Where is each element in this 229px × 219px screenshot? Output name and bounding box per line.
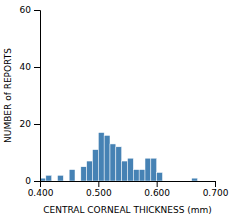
bar xyxy=(151,158,157,181)
y-tick: 0 xyxy=(25,176,40,186)
bar xyxy=(93,150,99,181)
bar xyxy=(58,175,64,181)
bar xyxy=(203,181,209,182)
bar xyxy=(110,144,116,181)
y-tick: 40 xyxy=(20,62,40,72)
plot-area: 0.400 0.500 0.600 0.700 0 20 40 60 xyxy=(20,5,229,198)
bar xyxy=(168,181,174,182)
tick-mark xyxy=(34,181,40,182)
bar xyxy=(128,158,134,181)
tick-mark xyxy=(157,181,158,187)
tick-mark xyxy=(34,10,40,11)
y-tick: 20 xyxy=(20,119,40,129)
tick-mark xyxy=(34,67,40,68)
tick-label: 0.500 xyxy=(86,188,112,198)
bar xyxy=(198,181,204,182)
bar xyxy=(122,161,128,181)
bar xyxy=(104,135,110,181)
tick-label: 20 xyxy=(20,119,32,129)
bar xyxy=(133,170,139,181)
x-tick: 0.600 xyxy=(144,181,170,198)
bar xyxy=(186,181,192,182)
bar xyxy=(46,175,52,181)
bar xyxy=(75,181,81,182)
bars xyxy=(40,133,198,181)
tick-mark xyxy=(215,181,216,187)
bar xyxy=(139,170,145,181)
bar xyxy=(174,181,180,182)
bar xyxy=(145,158,151,181)
tick-mark xyxy=(98,181,99,187)
x-tick: 0.500 xyxy=(86,181,112,198)
bar xyxy=(192,178,198,181)
bar xyxy=(81,167,87,181)
x-tick: 0.400 xyxy=(28,181,54,198)
bar xyxy=(52,181,58,182)
tick-label: 40 xyxy=(20,62,32,72)
tick-label: 0.600 xyxy=(144,188,170,198)
y-axis-title: NUMBER of REPORTS xyxy=(3,48,13,143)
bar xyxy=(63,181,69,182)
y-tick: 60 xyxy=(20,5,40,15)
bar xyxy=(98,133,104,181)
bar xyxy=(180,181,186,182)
x-tick: 0.700 xyxy=(203,181,229,198)
chart: 0.400 0.500 0.600 0.700 0 20 40 60 CENTRAL CORNE… xyxy=(0,0,229,219)
axis-line xyxy=(41,182,216,188)
axis-line xyxy=(34,11,41,182)
bar xyxy=(209,181,215,182)
tick-label: 0.400 xyxy=(28,188,54,198)
x-axis: 0.400 0.500 0.600 0.700 xyxy=(28,181,229,198)
bar xyxy=(157,172,163,181)
tick-label: 60 xyxy=(20,5,32,15)
y-axis: 0 20 40 60 xyxy=(20,5,41,186)
tick-label: 0 xyxy=(25,176,31,186)
bar xyxy=(163,181,169,182)
x-axis-title: CENTRAL CORNEAL THICKNESS (mm) xyxy=(43,205,212,215)
tick-label: 0.700 xyxy=(203,188,229,198)
bar xyxy=(116,147,122,181)
bar xyxy=(69,170,75,181)
bar xyxy=(87,161,93,181)
tick-mark xyxy=(34,124,40,125)
